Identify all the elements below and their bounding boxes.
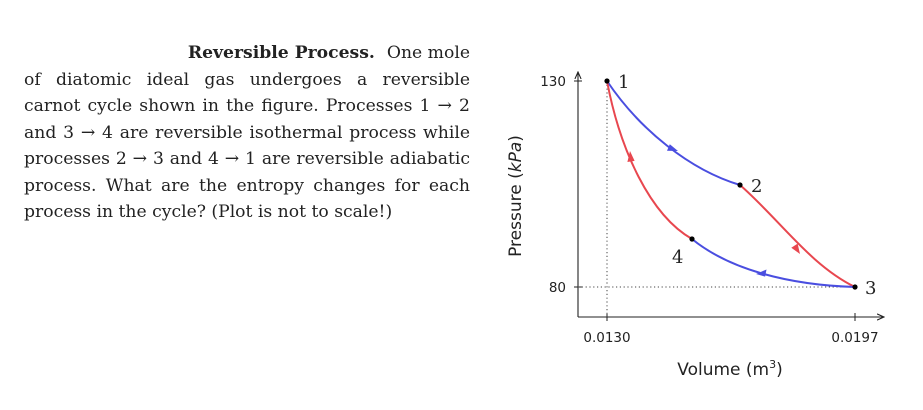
state-point-3 xyxy=(852,284,858,290)
y-axis-title-prefix: Pressure ( xyxy=(506,172,526,257)
problem-body: of diatomic ideal gas undergoes a revers… xyxy=(24,69,470,223)
arrow-4-1 xyxy=(627,151,635,162)
y-tick-label-80: 80 xyxy=(549,280,566,296)
y-tick-label-130: 130 xyxy=(540,74,566,90)
problem-statement: Reversible Process. One mole of diatomic i… xyxy=(24,40,470,226)
arrow-3-4 xyxy=(756,269,767,277)
arrow-2-3 xyxy=(791,243,800,254)
y-axis-title-close: ) xyxy=(506,135,526,142)
point-label-3: 3 xyxy=(865,278,876,299)
process-2-3 xyxy=(739,184,856,288)
problem-first-line: Reversible Process. One mole xyxy=(24,40,470,67)
x-tick-label-0197: 0.0197 xyxy=(831,330,878,346)
process-1-2 xyxy=(606,80,741,186)
x-axis-title-base: Volume (m xyxy=(677,360,769,380)
x-axis-title-sup: 3 xyxy=(769,358,776,371)
y-axis-title: Pressure (kPa) xyxy=(506,135,526,257)
x-axis-title: Volume (m3) xyxy=(677,358,782,380)
problem-lead: One mole xyxy=(386,43,470,63)
point-label-1: 1 xyxy=(618,72,629,93)
process-4-1 xyxy=(606,80,693,240)
point-label-2: 2 xyxy=(751,176,762,197)
state-point-4 xyxy=(689,236,695,242)
arrow-1-2 xyxy=(667,144,678,151)
state-point-1 xyxy=(604,78,610,84)
process-3-4 xyxy=(691,238,856,288)
state-point-2 xyxy=(737,182,743,188)
y-axis-title-unit: kPa xyxy=(506,142,526,173)
problem-title: Reversible Process. xyxy=(187,43,375,63)
x-tick-label-0130: 0.0130 xyxy=(583,330,630,346)
point-label-4: 4 xyxy=(672,247,683,268)
x-axis-title-close: ) xyxy=(776,360,783,380)
